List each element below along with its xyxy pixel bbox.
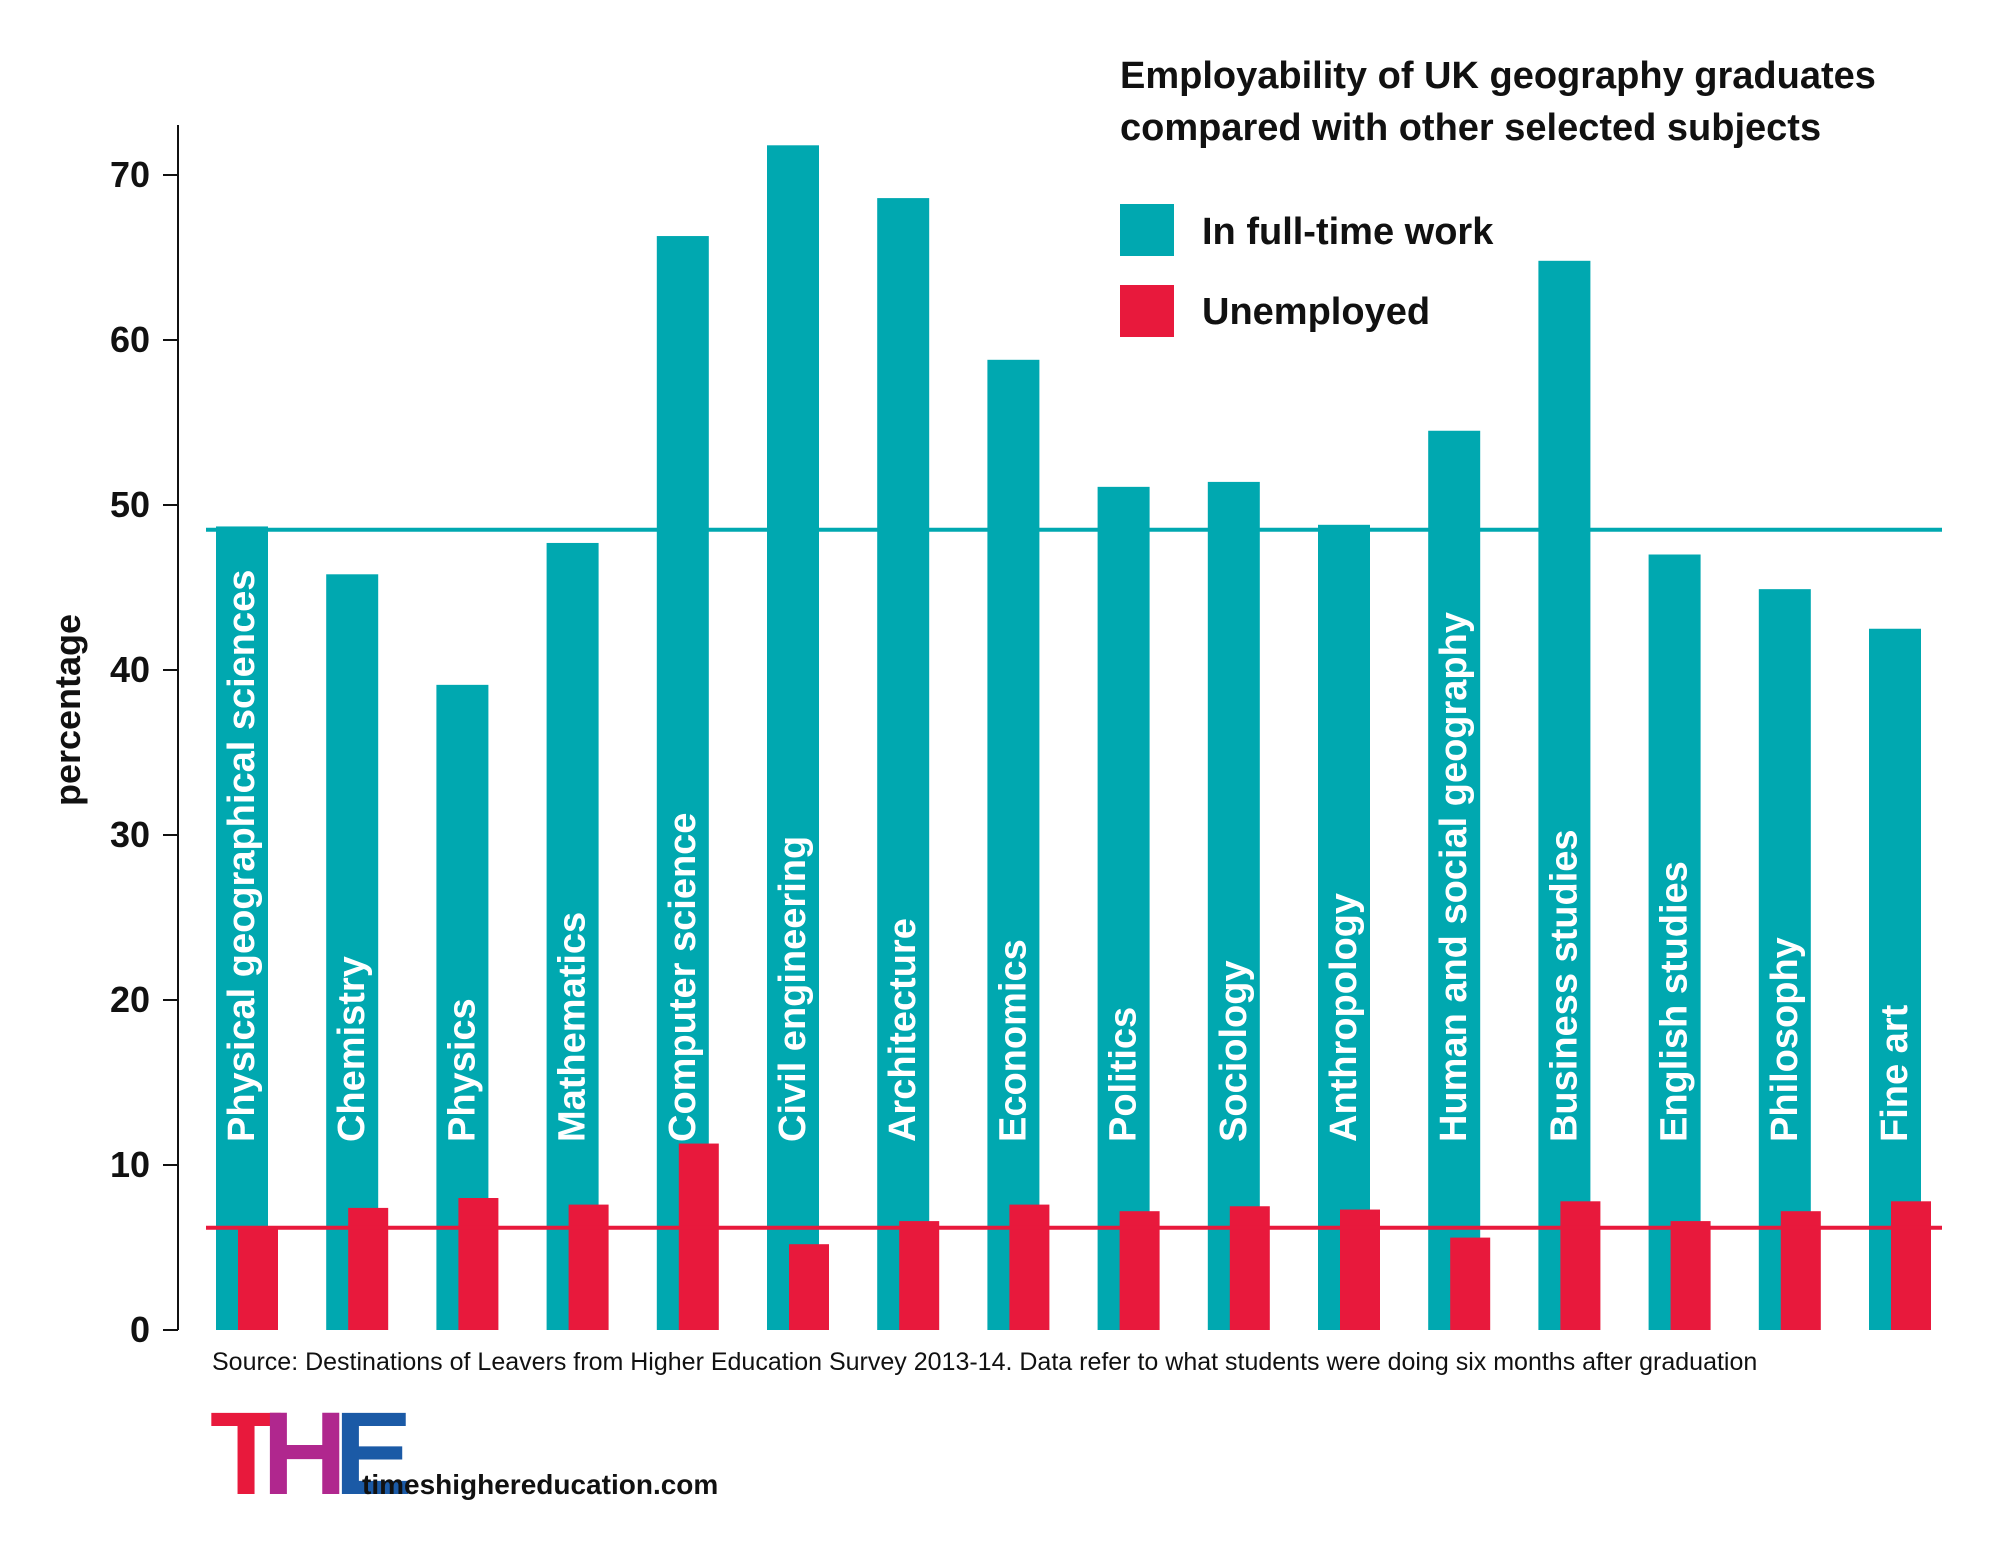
y-tick-label-50: 50 bbox=[110, 484, 150, 525]
legend-swatch-work bbox=[1120, 204, 1174, 256]
legend-swatch-unemployed bbox=[1120, 285, 1174, 337]
y-axis-label: percentage bbox=[47, 614, 88, 806]
bar-work-9 bbox=[1207, 481, 1260, 1330]
category-label-2: Physics bbox=[441, 998, 483, 1142]
reference-lines bbox=[206, 527, 1942, 1230]
bar-unemployed-5 bbox=[789, 1244, 829, 1330]
category-label-12: Business studies bbox=[1543, 829, 1585, 1142]
bar-unemployed-8 bbox=[1119, 1211, 1160, 1330]
bar-unemployed-2 bbox=[458, 1198, 499, 1330]
source-note: Source: Destinations of Leavers from Hig… bbox=[212, 1348, 1757, 1376]
category-label-6: Architecture bbox=[882, 918, 924, 1142]
category-label-9: Sociology bbox=[1213, 960, 1255, 1142]
bar-unemployed-0 bbox=[238, 1226, 278, 1330]
y-tick-label-70: 70 bbox=[110, 154, 150, 195]
category-label-11: Human and social geography bbox=[1433, 612, 1475, 1142]
chart-title-line-2: compared with other selected subjects bbox=[1120, 107, 1821, 149]
bar-work-0 bbox=[216, 526, 268, 1330]
chart-title-line-1: Employability of UK geography graduates bbox=[1120, 55, 1876, 97]
category-label-0: Physical geographical sciences bbox=[221, 570, 263, 1142]
bar-work-14 bbox=[1758, 589, 1811, 1330]
y-tick-label-60: 60 bbox=[110, 319, 150, 360]
bar-unemployed-3 bbox=[568, 1204, 609, 1330]
y-tick-label-30: 30 bbox=[110, 814, 150, 855]
bar-unemployed-6 bbox=[899, 1221, 940, 1330]
bar-work-7 bbox=[987, 359, 1040, 1330]
bar-work-3 bbox=[546, 542, 599, 1330]
y-tick-label-10: 10 bbox=[110, 1144, 150, 1185]
bar-work-8 bbox=[1097, 486, 1150, 1331]
bar-work-1 bbox=[326, 574, 379, 1330]
category-label-1: Chemistry bbox=[331, 956, 373, 1142]
category-label-15: Fine art bbox=[1874, 1004, 1916, 1142]
bar-unemployed-7 bbox=[1009, 1204, 1050, 1330]
bar-work-5 bbox=[767, 145, 819, 1330]
bar-work-13 bbox=[1648, 554, 1701, 1330]
category-label-10: Anthropology bbox=[1323, 893, 1365, 1142]
logo-letter-e: E bbox=[334, 1388, 413, 1520]
category-label-5: Civil engineering bbox=[772, 836, 814, 1142]
category-label-7: Economics bbox=[992, 939, 1034, 1142]
bar-work-11 bbox=[1428, 430, 1481, 1330]
website-url: timeshighereducation.com bbox=[362, 1469, 718, 1500]
category-label-13: English studies bbox=[1654, 861, 1696, 1142]
legend: In full-time work Unemployed bbox=[1120, 204, 1494, 337]
logo-letter-h: H bbox=[262, 1388, 347, 1520]
bar-unemployed-14 bbox=[1780, 1211, 1821, 1330]
category-label-3: Mathematics bbox=[552, 912, 594, 1142]
bar-unemployed-4 bbox=[678, 1143, 719, 1330]
the-logo: T H E bbox=[210, 1388, 413, 1520]
legend-label-unemployed: Unemployed bbox=[1202, 291, 1430, 333]
full-time-work-bars bbox=[216, 145, 1921, 1331]
y-tick-label-0: 0 bbox=[130, 1309, 150, 1350]
bar-unemployed-11 bbox=[1450, 1237, 1491, 1330]
logo-letter-t: T bbox=[210, 1388, 282, 1520]
bar-work-12 bbox=[1538, 260, 1591, 1330]
bar-unemployed-9 bbox=[1229, 1206, 1270, 1330]
category-labels: Physical geographical sciences Chemistry P… bbox=[221, 570, 1916, 1142]
bar-unemployed-12 bbox=[1560, 1201, 1601, 1330]
category-label-14: Philosophy bbox=[1764, 937, 1806, 1142]
bar-work-10 bbox=[1318, 524, 1370, 1330]
y-tick-label-20: 20 bbox=[110, 979, 150, 1020]
category-label-8: Politics bbox=[1103, 1007, 1145, 1142]
bar-unemployed-13 bbox=[1670, 1221, 1711, 1330]
bar-work-6 bbox=[877, 198, 930, 1331]
y-tick-label-40: 40 bbox=[110, 649, 150, 690]
bar-unemployed-15 bbox=[1891, 1201, 1931, 1330]
legend-label-work: In full-time work bbox=[1202, 211, 1494, 253]
y-ticks: 0 10 20 30 40 50 60 70 bbox=[110, 154, 178, 1350]
category-label-4: Computer science bbox=[662, 813, 704, 1142]
